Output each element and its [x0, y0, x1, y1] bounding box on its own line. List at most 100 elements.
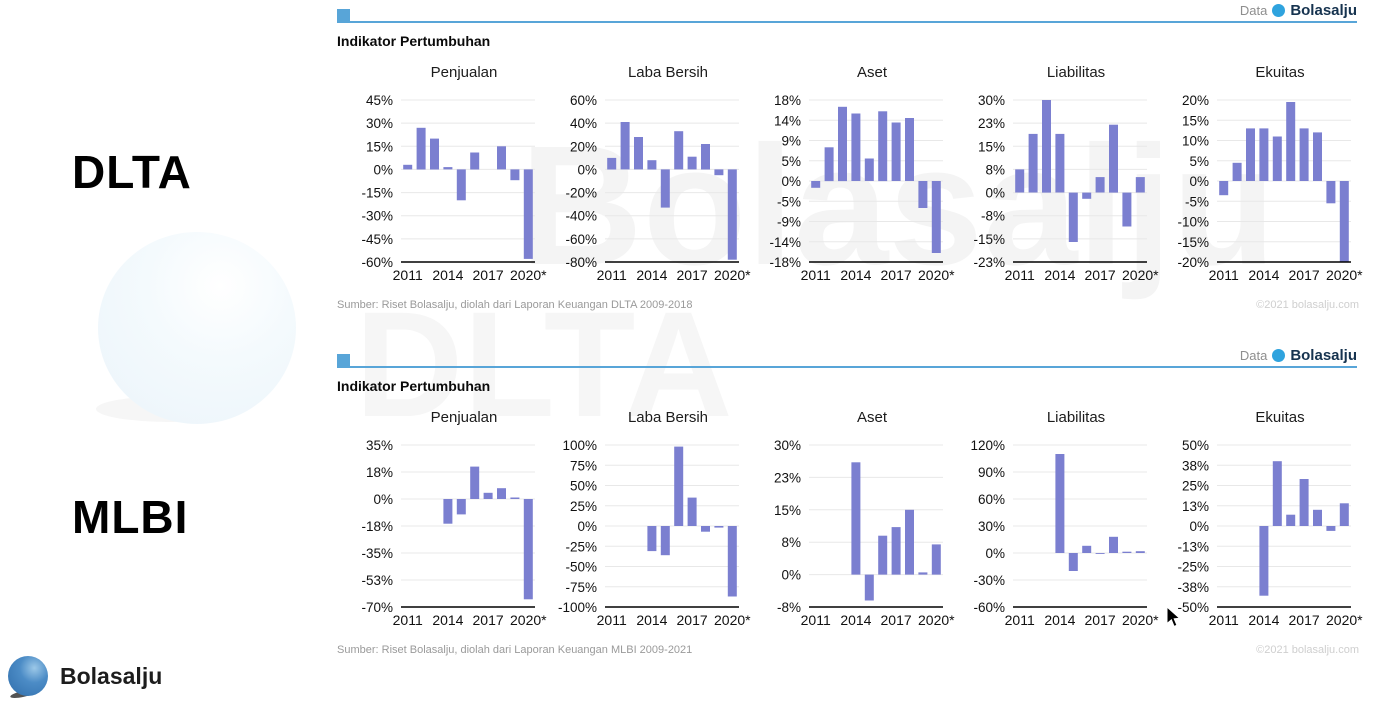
chart-title: Aset	[856, 64, 887, 81]
y-tick-label: 30%	[366, 116, 393, 131]
chart-canvas: 30% 23% 15% 8% 0% -8% -15% -23%2011 2014 2017 2020…	[973, 93, 1159, 283]
chart-canvas: 20% 15% 10% 5% 0% -5% -10% -15% -20%2011 2014 2017…	[1177, 93, 1363, 283]
x-tick-label: 2011	[1209, 267, 1239, 283]
y-tick-label: 18%	[774, 93, 801, 108]
bar-2018	[1313, 509, 1322, 526]
y-tick-label: 45%	[366, 93, 393, 108]
y-tick-label: 50%	[570, 479, 597, 494]
bar-2016	[1286, 514, 1296, 526]
y-tick-label: -18%	[769, 255, 801, 270]
badge-brand: Bolasalju	[1290, 347, 1357, 364]
header-rule-square	[337, 9, 350, 22]
chart-canvas: 45% 30% 15% 0% -15% -30% -45% -60%2011 2014 2017 2…	[361, 93, 547, 283]
bar-2019	[510, 169, 520, 181]
section-dlta: DLTA Data Bolasalju Indikator Pertumbuha…	[0, 0, 1392, 345]
y-tick-label: -60%	[565, 232, 597, 247]
x-tick-label: 2011	[393, 267, 423, 283]
x-tick-label: 2020*	[714, 612, 751, 628]
y-tick-label: -35%	[361, 546, 393, 561]
bar-2016	[674, 131, 684, 170]
y-tick-label: 0%	[1189, 519, 1209, 534]
bar-2016	[1082, 545, 1092, 553]
bar-2011	[1015, 169, 1025, 193]
bolasalju-logo[interactable]: Bolasalju	[8, 656, 162, 696]
y-tick-label: 100%	[562, 438, 597, 453]
x-tick-label: 2017	[473, 612, 504, 628]
bar-2012	[824, 147, 834, 182]
y-tick-label: 30%	[978, 93, 1005, 108]
chart-dlta-laba-bersih: Laba Bersih 60% 40% 20% 0% -20% -40% -60% -80% 20…	[541, 64, 751, 286]
bar-2020*	[1339, 503, 1349, 526]
x-tick-label: 2014	[1248, 267, 1279, 283]
bar-2014	[443, 167, 453, 170]
y-tick-label: -30%	[361, 209, 393, 224]
chart-canvas: 30% 23% 15% 8% 0% -8%2011 2014 2017 2020*	[774, 438, 955, 628]
x-tick-label: 2011	[1005, 267, 1035, 283]
data-bolasalju-badge[interactable]: Data Bolasalju	[1240, 347, 1357, 364]
y-tick-label: 18%	[366, 465, 393, 480]
bar-2014	[647, 160, 657, 170]
data-bolasalju-badge[interactable]: Data Bolasalju	[1240, 2, 1357, 19]
y-tick-label: 15%	[1182, 113, 1209, 128]
bar-2014	[851, 113, 861, 181]
y-tick-label: -20%	[1177, 255, 1209, 270]
y-tick-label: -100%	[558, 600, 597, 615]
y-tick-label: 20%	[570, 139, 597, 154]
header-rule	[337, 21, 1357, 23]
bar-2017	[483, 492, 493, 499]
chart-title: Aset	[856, 409, 887, 426]
chart-canvas: 35% 18% 0% -18% -35% -53% -70%2011 2014 2017 2020…	[361, 438, 547, 628]
y-tick-label: -45%	[361, 232, 393, 247]
x-tick-label: 2014	[1044, 267, 1075, 283]
y-tick-label: 5%	[781, 154, 801, 169]
y-tick-label: 23%	[978, 116, 1005, 131]
bar-2018	[905, 509, 914, 575]
chart-dlta-liabilitas: Liabilitas 30% 23% 15% 8% 0% -8% -15% -23% 2011 20…	[949, 64, 1159, 286]
y-tick-label: 15%	[774, 503, 801, 518]
chart-canvas: 100% 75% 50% 25% 0% -25% -50% -75% -100%2011 2014…	[558, 438, 751, 628]
x-tick-label: 2020*	[714, 267, 751, 283]
bar-2020*	[931, 544, 941, 575]
bar-2018	[497, 488, 506, 499]
y-tick-label: 25%	[570, 499, 597, 514]
y-tick-label: -18%	[361, 519, 393, 534]
bar-2016	[878, 535, 888, 575]
y-tick-label: 0%	[577, 162, 597, 177]
y-tick-label: 60%	[978, 492, 1005, 507]
bar-2012	[1232, 162, 1242, 181]
bar-2018	[1109, 124, 1118, 193]
bar-2013	[838, 106, 847, 182]
bar-2014	[1259, 128, 1269, 181]
x-tick-label: 2020*	[510, 612, 547, 628]
y-tick-label: -75%	[565, 580, 597, 595]
badge-prefix: Data	[1239, 3, 1268, 18]
ticker-label: MLBI	[72, 491, 189, 543]
chart-canvas: 60% 40% 20% 0% -20% -40% -60% -80%2011 2014 2017 2…	[565, 93, 751, 283]
x-tick-label: 2020*	[1122, 612, 1159, 628]
y-tick-label: -30%	[973, 573, 1005, 588]
bar-2015	[1068, 553, 1078, 571]
x-tick-label: 2011	[801, 267, 831, 283]
source-note: Sumber: Riset Bolasalju, diolah dari Lap…	[337, 299, 693, 311]
section-title: Indikator Pertumbuhan	[337, 33, 491, 49]
y-tick-label: -8%	[981, 209, 1005, 224]
bar-2013	[430, 138, 439, 170]
header-rule	[337, 366, 1357, 368]
bar-2019	[918, 181, 928, 208]
x-tick-label: 2020*	[918, 612, 955, 628]
y-tick-label: -40%	[565, 209, 597, 224]
copyright-note: ©2021 bolasalju.com	[1256, 644, 1359, 656]
bar-2017	[891, 527, 901, 575]
chart-canvas: 18% 14% 9% 5% 0% -5% -9% -14% -18%2011 2014 2017 20…	[769, 93, 955, 283]
bar-2017	[1299, 479, 1309, 526]
chart-title: Ekuitas	[1255, 409, 1305, 426]
bar-2013	[1246, 128, 1255, 181]
y-tick-label: 90%	[978, 465, 1005, 480]
header-rule-square	[337, 354, 350, 367]
bar-2020*	[1339, 181, 1349, 262]
y-tick-label: -5%	[1185, 194, 1209, 209]
y-tick-label: 0%	[781, 568, 801, 583]
bar-2016	[878, 111, 888, 182]
y-tick-label: 0%	[985, 546, 1005, 561]
bar-2017	[687, 497, 697, 526]
